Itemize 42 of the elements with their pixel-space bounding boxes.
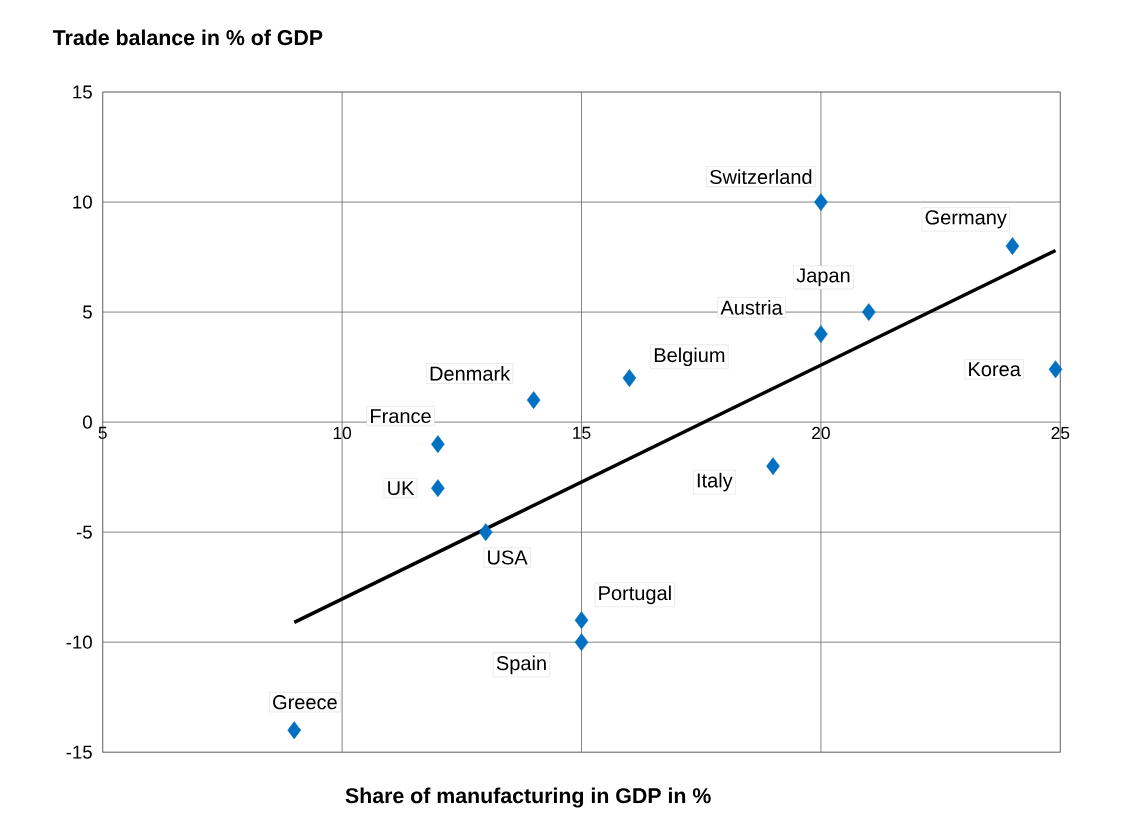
point [431, 479, 445, 498]
point [862, 303, 876, 322]
point [574, 633, 589, 652]
y-tick-label: 10 [73, 195, 92, 209]
point [814, 325, 828, 344]
point [1005, 237, 1020, 256]
point [766, 457, 780, 476]
y-tick-label: 15 [73, 85, 92, 99]
y-tick-label: -5 [76, 525, 92, 539]
annotation: Austria [720, 300, 783, 315]
point [478, 523, 493, 542]
annotation: Korea [969, 362, 1021, 377]
y-tick-label: 0 [83, 415, 92, 429]
point [526, 391, 541, 410]
annotation: Greece [273, 695, 337, 710]
y-tick-label: -15 [66, 745, 92, 759]
x-tick-label: 5 [98, 426, 107, 439]
y-tick-label: 5 [83, 305, 92, 319]
annotation: Italy [697, 472, 733, 492]
annotation: Denmark [430, 366, 511, 381]
annotation: Spain [496, 655, 546, 675]
point [574, 611, 589, 630]
point [814, 193, 828, 212]
chart-title: Trade balance in % of GDP [52, 29, 323, 46]
point [1048, 360, 1063, 379]
x-tick-label: 10 [333, 426, 352, 440]
x-tick-label: 15 [573, 426, 591, 439]
annotation: UK [388, 481, 415, 496]
point [287, 721, 301, 740]
x-axis-title: Share of manufacturing in GDP in % [345, 787, 711, 808]
annotation: Germany [925, 210, 1007, 229]
annotation: USA [488, 550, 528, 565]
x-tick-label: 25 [1051, 426, 1070, 440]
point [622, 369, 637, 388]
y-tick-label: -10 [66, 635, 92, 649]
annotation: Japan [796, 268, 850, 287]
annotation: Belgium [654, 347, 725, 367]
annotation: Switzerland [710, 169, 812, 185]
annotation: Portugal [599, 585, 671, 605]
annotation: France [371, 409, 431, 424]
x-tick-label: 20 [812, 426, 830, 440]
point [431, 435, 445, 454]
